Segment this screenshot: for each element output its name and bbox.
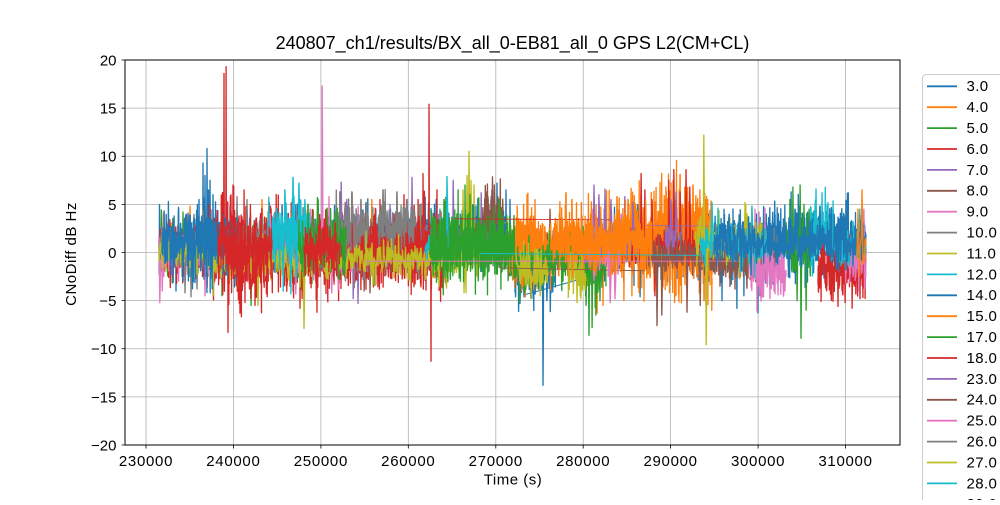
svg-text:−20: −20 xyxy=(91,437,116,454)
svg-text:5: 5 xyxy=(108,197,116,214)
svg-text:230000: 230000 xyxy=(119,453,173,470)
svg-text:25.0: 25.0 xyxy=(967,413,998,430)
svg-text:27.0: 27.0 xyxy=(967,454,998,471)
svg-text:26.0: 26.0 xyxy=(967,434,998,451)
svg-text:15.0: 15.0 xyxy=(967,308,998,325)
svg-text:7.0: 7.0 xyxy=(967,162,989,179)
svg-text:0: 0 xyxy=(108,245,116,262)
svg-text:240807_ch1/results/BX_all_0-EB: 240807_ch1/results/BX_all_0-EB81_all_0 G… xyxy=(276,33,750,54)
svg-text:310000: 310000 xyxy=(818,453,872,470)
svg-text:CNoDiff dB Hz: CNoDiff dB Hz xyxy=(63,202,80,306)
svg-text:300000: 300000 xyxy=(731,453,785,470)
svg-text:240000: 240000 xyxy=(206,453,260,470)
svg-text:29.0: 29.0 xyxy=(967,496,998,500)
svg-text:6.0: 6.0 xyxy=(967,141,989,158)
svg-text:10: 10 xyxy=(100,149,117,166)
svg-text:28.0: 28.0 xyxy=(967,475,998,492)
svg-text:5.0: 5.0 xyxy=(967,120,989,137)
svg-text:15: 15 xyxy=(100,101,117,118)
svg-text:17.0: 17.0 xyxy=(967,329,998,346)
svg-text:24.0: 24.0 xyxy=(967,392,998,409)
svg-text:3.0: 3.0 xyxy=(967,78,989,95)
svg-text:280000: 280000 xyxy=(556,453,610,470)
svg-text:11.0: 11.0 xyxy=(967,245,997,262)
svg-text:23.0: 23.0 xyxy=(967,371,998,388)
svg-text:14.0: 14.0 xyxy=(967,287,998,304)
svg-text:260000: 260000 xyxy=(381,453,435,470)
svg-text:9.0: 9.0 xyxy=(967,204,989,221)
svg-text:18.0: 18.0 xyxy=(967,350,998,367)
svg-text:−5: −5 xyxy=(99,293,116,310)
svg-text:290000: 290000 xyxy=(643,453,697,470)
svg-text:20: 20 xyxy=(100,52,117,69)
svg-text:12.0: 12.0 xyxy=(967,266,998,283)
svg-text:4.0: 4.0 xyxy=(967,99,989,116)
svg-text:Time (s): Time (s) xyxy=(484,472,542,489)
svg-text:250000: 250000 xyxy=(294,453,348,470)
svg-text:−15: −15 xyxy=(91,389,116,406)
svg-text:8.0: 8.0 xyxy=(967,183,989,200)
svg-text:−10: −10 xyxy=(91,341,116,358)
svg-text:270000: 270000 xyxy=(469,453,523,470)
svg-text:10.0: 10.0 xyxy=(967,225,998,242)
